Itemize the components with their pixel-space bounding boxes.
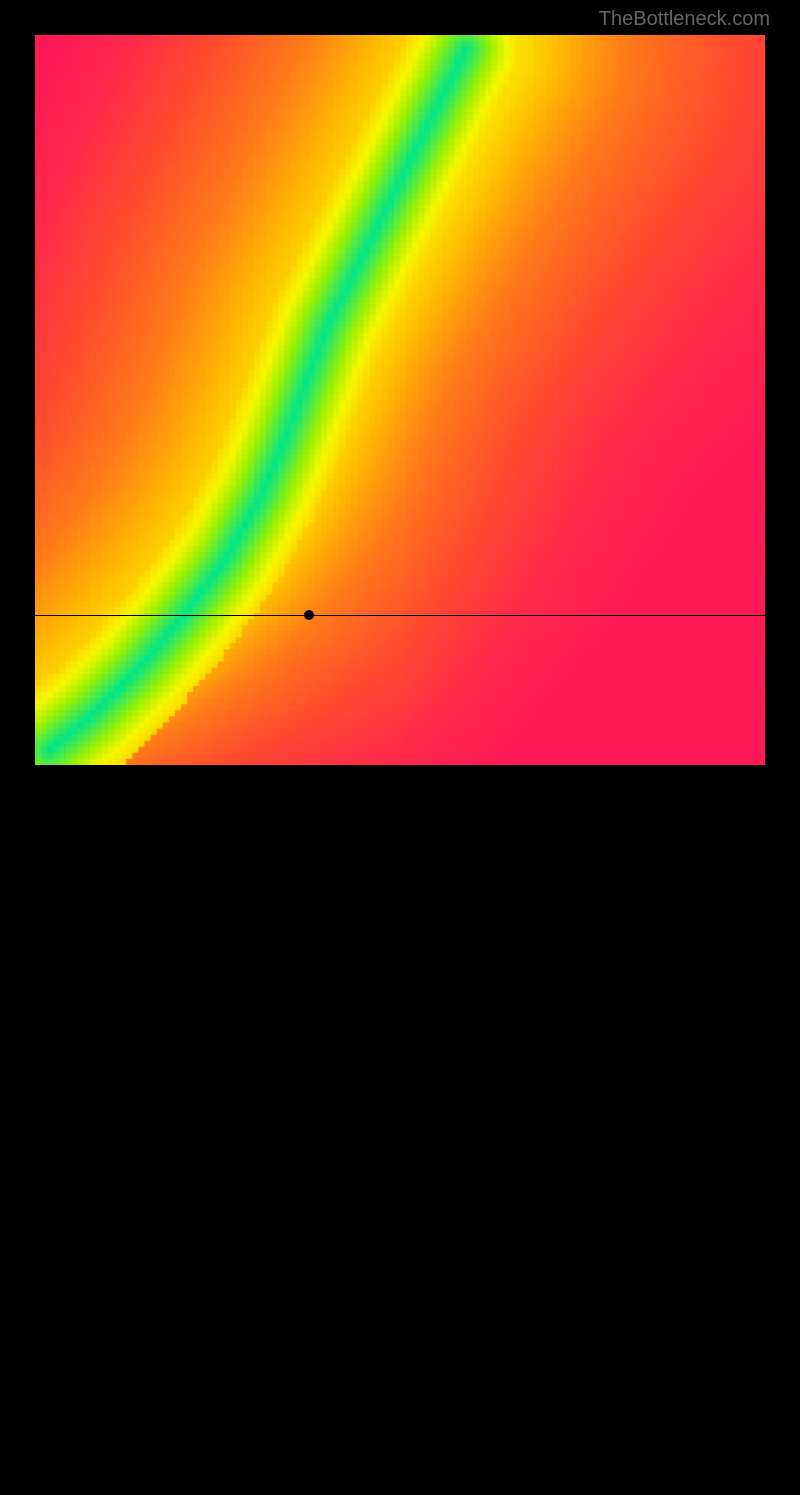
heatmap-canvas — [35, 35, 765, 765]
crosshair-vertical — [309, 765, 310, 1495]
heatmap-plot — [35, 35, 765, 765]
crosshair-horizontal — [35, 615, 765, 616]
watermark-text: TheBottleneck.com — [599, 8, 770, 31]
crosshair-marker — [304, 610, 314, 620]
